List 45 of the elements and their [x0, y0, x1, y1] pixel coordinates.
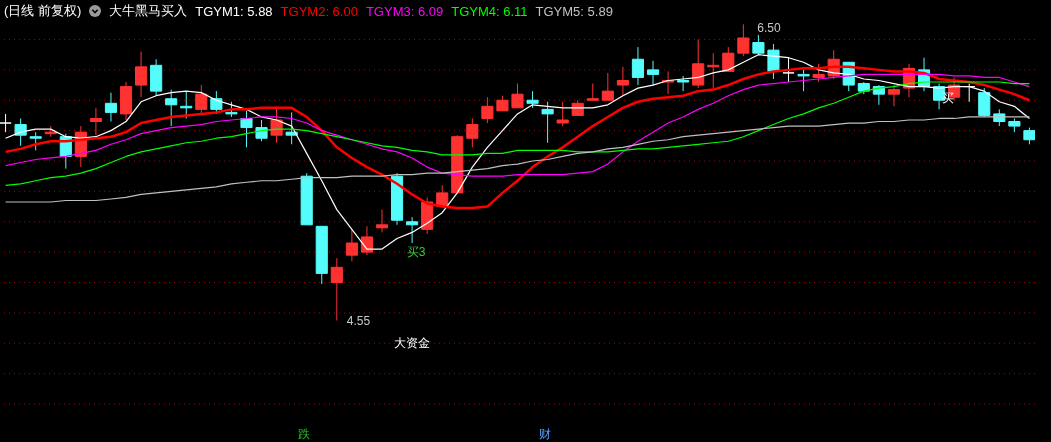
- candlestick: [616, 66, 629, 97]
- annotation: 买3: [406, 245, 426, 259]
- annotation: 大资金: [394, 336, 431, 350]
- candlestick: [29, 131, 42, 151]
- candlestick: [89, 107, 102, 136]
- chart-subtitle: 大牛黑马买入: [109, 2, 188, 20]
- annotation: 财: [538, 427, 551, 441]
- candlestick: [345, 228, 358, 262]
- candlestick: [240, 110, 253, 148]
- candlestick: [737, 23, 750, 57]
- candlestick: [631, 46, 645, 86]
- annotation: 4.55: [346, 314, 371, 328]
- candlestick: [677, 75, 690, 92]
- candlestick: [978, 87, 991, 118]
- candlestick: [195, 84, 208, 115]
- chart-title: (日线 前复权): [4, 2, 82, 20]
- annotation: 6.50: [757, 21, 782, 35]
- candlestick: [406, 216, 419, 244]
- text: TGYM3: 6.09: [365, 3, 444, 19]
- text: TGYM5: 5.89: [535, 3, 613, 19]
- candlestick: [812, 63, 825, 83]
- candlestick: [330, 257, 343, 321]
- candlestick: [601, 72, 614, 101]
- candlestick: [104, 92, 118, 123]
- candlestick: [692, 38, 705, 89]
- candlestick: [511, 83, 524, 109]
- text: TGYM4: 6.11: [451, 3, 528, 19]
- candlestick: [135, 51, 148, 98]
- candlestick: [375, 209, 389, 233]
- candlestick: [466, 117, 479, 148]
- candlestick: [481, 96, 494, 124]
- candlestick: [646, 60, 660, 86]
- candlestick: [767, 43, 780, 80]
- candlestick: [0, 113, 12, 133]
- annotation: 跌: [297, 427, 310, 441]
- candlestick: [285, 111, 298, 145]
- candlestick: [887, 84, 900, 107]
- text: TGYM2: 6.00: [280, 3, 358, 19]
- candlestick: [556, 101, 569, 127]
- candlestick: [165, 89, 178, 127]
- candlestick: [782, 57, 795, 83]
- text: TGYM1: 5.88: [195, 3, 273, 19]
- candlestick: [541, 101, 554, 144]
- candlestick: [722, 46, 735, 72]
- candlestick: [797, 69, 810, 92]
